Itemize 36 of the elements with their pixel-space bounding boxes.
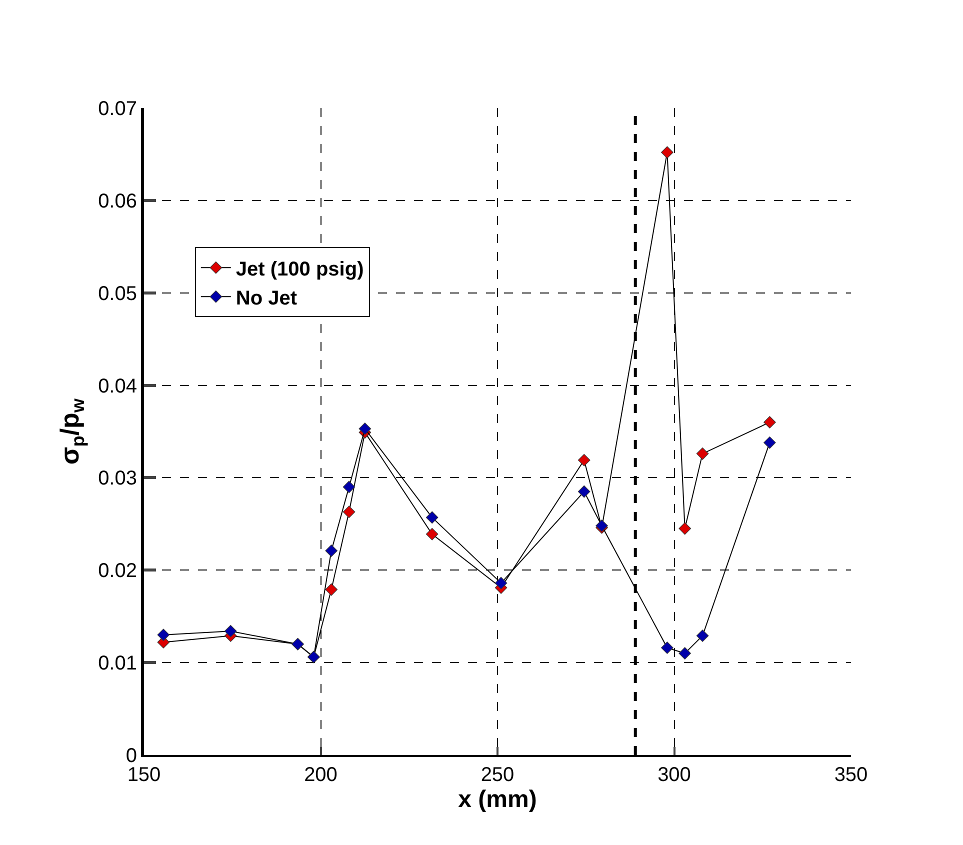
- x-tick-label: 300: [658, 764, 691, 786]
- x-tick-label: 350: [834, 764, 868, 786]
- y-tick-label: 0: [126, 745, 137, 767]
- x-tick-label: 250: [480, 764, 514, 786]
- point: [494, 576, 508, 590]
- y-tick-label: 0.07: [98, 98, 137, 120]
- point: [764, 416, 776, 428]
- x-tick-label: 150: [127, 764, 161, 786]
- point: [661, 146, 674, 159]
- point: [678, 522, 692, 535]
- point: [696, 448, 709, 460]
- y-tick-label: 0.05: [98, 282, 137, 305]
- legend-label: No Jet: [236, 287, 298, 310]
- point: [342, 480, 356, 494]
- point: [578, 454, 590, 466]
- point: [157, 628, 170, 641]
- point: [426, 528, 438, 540]
- point: [426, 511, 438, 524]
- point: [661, 642, 674, 654]
- point: [678, 647, 692, 660]
- y-tick-label: 0.06: [98, 190, 137, 212]
- point: [358, 422, 372, 435]
- point: [764, 436, 776, 449]
- y-tick-label: 0.03: [98, 468, 137, 490]
- y-tick-label: 0.01: [98, 652, 137, 675]
- x-tick-label: 200: [304, 764, 338, 786]
- point: [342, 506, 356, 518]
- point: [224, 625, 237, 638]
- point: [325, 583, 338, 596]
- point: [578, 485, 590, 498]
- legend-label: Jet (100 psig): [236, 258, 364, 280]
- point: [325, 544, 338, 557]
- x-axis-title: x (mm): [458, 786, 537, 813]
- y-tick-label: 0.02: [98, 560, 137, 582]
- point: [696, 630, 709, 642]
- y-tick-label: 0.04: [98, 375, 137, 398]
